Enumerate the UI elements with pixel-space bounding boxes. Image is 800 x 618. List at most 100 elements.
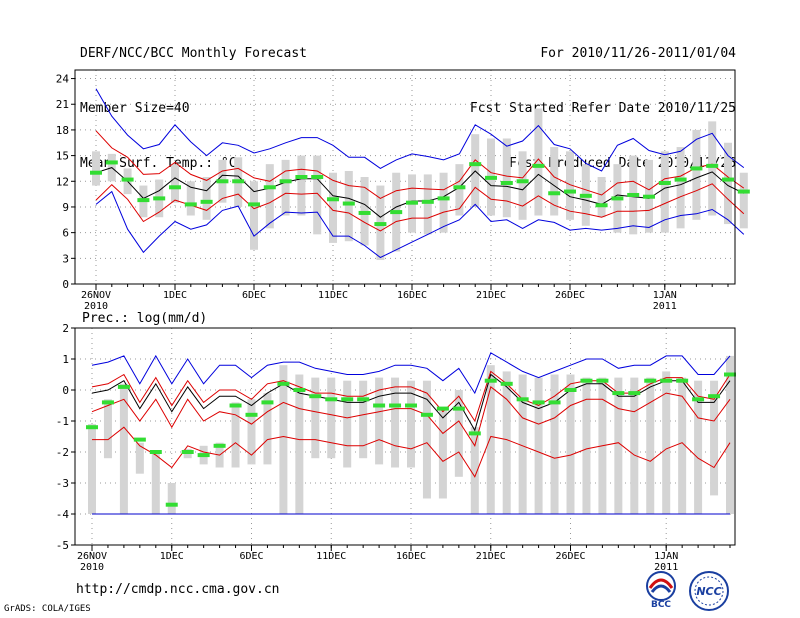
prec-panel-title: Prec.: log(mm/d) [82, 311, 207, 326]
prec-series-ensemble-mean [91, 373, 731, 432]
bcc-logo-text: BCC [651, 600, 671, 610]
temp-spread-box [439, 172, 448, 233]
prec-spread-box [295, 374, 304, 514]
prec-obs-marker [628, 391, 641, 396]
temp-obs-marker [737, 189, 750, 194]
prec-xtick-label: 1DEC [160, 551, 184, 562]
temp-spread-box [534, 108, 543, 216]
temp-obs-marker [327, 197, 339, 202]
prec-plot-frame [74, 327, 736, 546]
prec-obs-marker [692, 397, 705, 402]
temp-spread-box [566, 151, 574, 220]
temp-spread-box [329, 172, 337, 243]
prec-obs-marker [197, 453, 210, 458]
member-size: Member Size=40 [80, 101, 190, 116]
prec-xtick-sublabel: 2010 [80, 562, 104, 573]
prec-obs-marker [420, 412, 433, 417]
prec-obs-marker [213, 443, 226, 448]
temp-series-lower-spread [95, 183, 745, 232]
source-url[interactable]: http://cmdp.ncc.cma.gov.cn [76, 582, 280, 597]
ncc-logo: NCC [689, 571, 729, 611]
prec-obs-marker [341, 397, 354, 402]
prec-spread-box [454, 390, 463, 477]
prec-obs-marker [165, 502, 178, 507]
ncc-logo-text: NCC [696, 585, 721, 598]
temp-series-ensemble-min [95, 190, 745, 259]
temp-obs-marker [722, 177, 734, 182]
temp-obs-marker [153, 196, 166, 201]
temp-obs-marker [674, 177, 687, 182]
temp-spread-box [281, 159, 290, 216]
prec-spread-box [167, 483, 176, 514]
prec-obs-marker [564, 388, 577, 392]
prec-spread-box [119, 383, 128, 514]
temp-ytick-label: 0 [62, 278, 69, 291]
temp-spread-box [550, 147, 559, 216]
prec-obs-marker [229, 403, 242, 408]
temp-xtick-label: 11DEC [318, 290, 348, 301]
prec-spread-box [662, 371, 671, 514]
temp-obs-marker [627, 192, 640, 197]
prec-obs-marker [149, 450, 162, 454]
temp-spread-box [313, 155, 322, 235]
prec-obs-marker [357, 397, 370, 402]
prec-obs-marker [405, 403, 417, 408]
temp-spread-box [265, 164, 274, 229]
temp-obs-marker [485, 175, 497, 180]
temp-obs-marker [421, 199, 434, 204]
temp-obs-marker [595, 203, 608, 208]
prec-ytick-label: 0 [62, 384, 69, 397]
prec-xtick-label: 26DEC [555, 551, 585, 562]
temp-ytick-label: 15 [56, 150, 69, 163]
temp-xtick-label: 1DEC [163, 290, 187, 301]
prec-xtick-label: 16DEC [396, 551, 426, 562]
prec-obs-marker [277, 381, 290, 386]
temp-series-ensemble-max [95, 88, 745, 172]
prec-obs-marker [676, 378, 689, 383]
temp-ytick-label: 6 [62, 227, 69, 240]
prec-obs-marker [468, 431, 481, 436]
prec-spread-box [327, 377, 336, 459]
temp-xtick-label: 1JAN [653, 290, 677, 301]
prec-spread-box [582, 377, 591, 514]
prec-xtick-label: 1JAN [654, 551, 678, 562]
temp-spread-box [739, 172, 748, 229]
prec-spread-box [407, 380, 415, 468]
temp-spread-box [186, 181, 195, 216]
prec-series-ensemble-min [92, 426, 731, 478]
temp-obs-marker [137, 198, 150, 203]
temp-obs-marker [248, 202, 260, 207]
temp-xtick-sublabel: 2010 [84, 301, 108, 312]
prec-spread-box [103, 399, 112, 459]
prec-ytick-label: -3 [56, 477, 69, 490]
temp-obs-marker [548, 191, 561, 196]
temp-spread-box [692, 129, 701, 220]
prec-spread-box [726, 355, 734, 514]
temp-obs-marker [453, 185, 466, 190]
prec-spread-box [614, 377, 623, 514]
temp-obs-marker [406, 200, 418, 205]
temp-obs-marker [342, 201, 355, 206]
prec-spread-box [678, 377, 687, 514]
prec-ytick-label: -2 [56, 446, 69, 459]
prec-spread-box [470, 427, 479, 514]
temp-series-upper-spread [95, 130, 745, 199]
prec-spread-box [311, 377, 320, 459]
prec-spread-box [694, 380, 703, 514]
temp-obs-marker [390, 210, 403, 215]
temp-ytick-label: 21 [56, 98, 69, 111]
prec-spread-box [534, 377, 543, 514]
temp-obs-marker [295, 175, 308, 179]
prec-obs-marker [293, 388, 306, 392]
temp-spread-box [92, 151, 100, 186]
prec-obs-marker [612, 391, 625, 396]
prec-spread-box [438, 408, 447, 499]
prec-spread-box [630, 377, 639, 514]
prec-obs-marker [389, 403, 402, 408]
prec-spread-box [263, 393, 272, 465]
prec-obs-marker [309, 394, 322, 399]
temp-obs-marker [200, 199, 213, 204]
temp-obs-marker [706, 163, 719, 168]
temp-obs-marker [169, 185, 181, 190]
